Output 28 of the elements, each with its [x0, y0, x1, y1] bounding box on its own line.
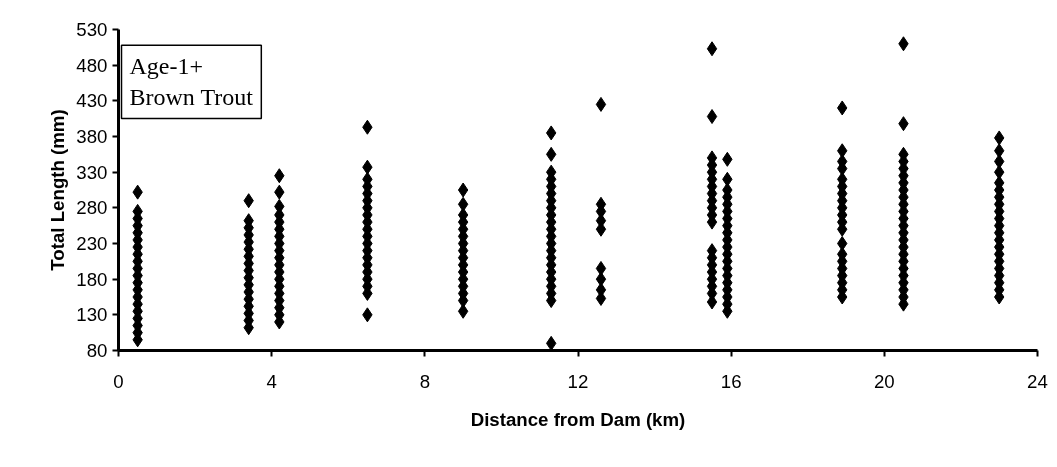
point — [595, 271, 607, 287]
x-tick-label: 0 — [113, 370, 124, 392]
annotation: Age-1+ Brown Trout — [129, 53, 254, 111]
y-tick-label: 80 — [86, 340, 108, 361]
y-tick-label: 430 — [76, 90, 108, 112]
y-tick-label: 530 — [76, 19, 108, 40]
point — [706, 109, 718, 125]
x-tick-label: 4 — [266, 370, 277, 392]
x-tick-label: 20 — [873, 370, 895, 392]
point — [595, 96, 607, 112]
y-tick-label: 180 — [76, 268, 108, 290]
y-tick-label: 130 — [76, 304, 108, 326]
y-tick-label: 280 — [76, 197, 108, 219]
x-tick-label: 16 — [720, 370, 742, 392]
point — [837, 236, 848, 251]
y-axis-title: Total Length (mm) — [47, 109, 69, 271]
x-tick-label: 24 — [1027, 370, 1048, 392]
x-tick-label: 12 — [567, 370, 589, 392]
y-tick-label: 480 — [76, 54, 108, 76]
x-tick-label: 8 — [419, 370, 431, 392]
point — [457, 196, 469, 212]
y-tick-label: 380 — [76, 126, 108, 147]
point — [457, 182, 469, 198]
x-axis-title: Distance from Dam (km) — [470, 408, 686, 430]
y-tick-label: 230 — [76, 233, 108, 254]
point — [595, 260, 607, 276]
y-tick-label: 330 — [76, 161, 108, 183]
point — [706, 41, 718, 57]
